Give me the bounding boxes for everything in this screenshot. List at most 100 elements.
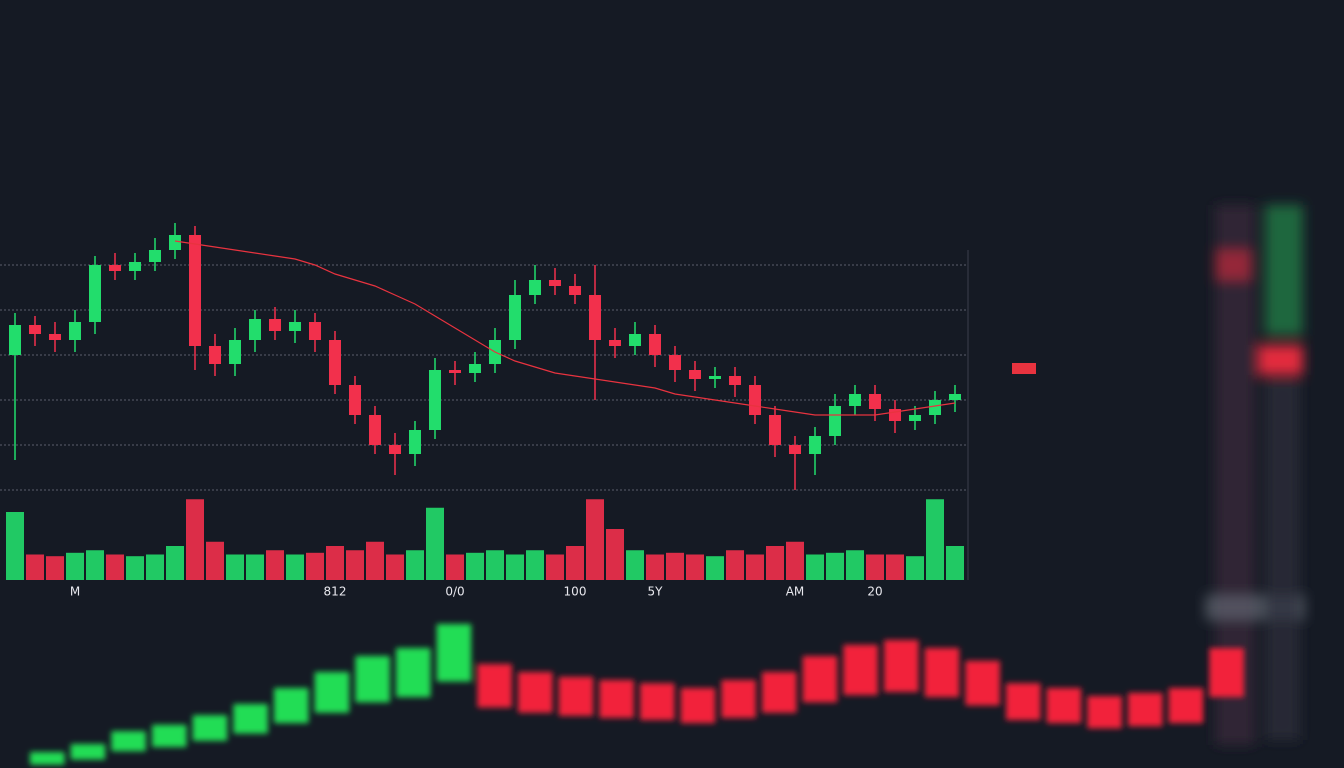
candle-body xyxy=(429,370,441,430)
volume-bar xyxy=(406,550,424,580)
bar xyxy=(965,660,1000,706)
bar xyxy=(233,704,268,734)
volume-bar xyxy=(86,550,104,580)
candle-body xyxy=(569,286,581,295)
volume-bar xyxy=(766,546,784,580)
bar xyxy=(518,672,553,713)
candle-body xyxy=(229,340,241,364)
x-tick-label: 812 xyxy=(324,585,347,599)
volume-bar xyxy=(346,550,364,580)
candle-body xyxy=(629,334,641,346)
candle-body xyxy=(29,325,41,334)
volume-bar xyxy=(586,499,604,580)
x-tick-label: 100 xyxy=(564,585,587,599)
bar xyxy=(884,640,919,692)
volume-bar xyxy=(746,554,764,580)
bar xyxy=(355,656,390,703)
candle-body xyxy=(689,370,701,379)
candle-body xyxy=(189,235,201,346)
volume-bar xyxy=(26,554,44,580)
volume-bar xyxy=(566,546,584,580)
x-tick-label: AM xyxy=(786,585,805,599)
order-book xyxy=(1205,205,1305,745)
lower-plot xyxy=(30,624,1244,765)
candle-body xyxy=(129,262,141,271)
candle-body xyxy=(289,322,301,331)
candle-body xyxy=(789,445,801,454)
candle-body xyxy=(769,415,781,445)
bar xyxy=(762,672,797,713)
main-plot: M 812 0/0 100 5Y AM 20 xyxy=(0,223,969,599)
candle-body xyxy=(909,415,921,421)
candle-body xyxy=(249,319,261,340)
x-tick-label: 20 xyxy=(867,585,882,599)
bar xyxy=(477,664,512,708)
volume-bar xyxy=(246,554,264,580)
candle-body xyxy=(49,334,61,340)
candle-body xyxy=(749,385,761,415)
volume-bar xyxy=(286,554,304,580)
volume-bar xyxy=(306,552,324,580)
volume-bar xyxy=(326,546,344,580)
volume-bar xyxy=(486,550,504,580)
candle-body xyxy=(69,322,81,340)
bar xyxy=(924,648,960,698)
bar xyxy=(1046,688,1082,724)
x-tick-label: 5Y xyxy=(648,585,664,599)
candle-body xyxy=(709,376,721,379)
volume-bar xyxy=(46,556,64,580)
volume-bar xyxy=(846,550,864,580)
candle-body xyxy=(609,340,621,346)
volume-bar xyxy=(386,554,404,580)
bar xyxy=(721,680,756,718)
candle-body xyxy=(869,394,881,409)
volume-bar xyxy=(66,552,84,580)
volume-bar xyxy=(906,556,924,580)
volume-bar xyxy=(546,554,564,580)
candle-body xyxy=(449,370,461,373)
candle-body xyxy=(649,334,661,355)
volume-bar xyxy=(106,554,124,580)
volume-bar xyxy=(886,554,904,580)
candle-body xyxy=(929,400,941,415)
volume-bar xyxy=(506,554,524,580)
candle-body xyxy=(349,385,361,415)
volume-bar xyxy=(726,550,744,580)
candle-body xyxy=(109,265,121,271)
volume-bar xyxy=(186,499,204,580)
candle-body xyxy=(169,235,181,250)
volume-bar xyxy=(226,554,244,580)
bar xyxy=(843,644,878,696)
candle-body xyxy=(549,280,561,286)
candle-body xyxy=(849,394,861,406)
moving-average-line xyxy=(174,240,956,416)
candle-body xyxy=(729,376,741,385)
bar xyxy=(680,688,716,724)
candle-body xyxy=(89,265,101,322)
bar xyxy=(192,715,228,741)
x-tick-label: 0/0 xyxy=(445,585,464,599)
candle-body xyxy=(309,322,321,340)
candle-body xyxy=(209,346,221,364)
volume-bar xyxy=(126,556,144,580)
candle-body xyxy=(529,280,541,295)
bar xyxy=(111,731,146,752)
volume-bar xyxy=(926,499,944,580)
volume-bar xyxy=(166,546,184,580)
candle-body xyxy=(389,445,401,454)
candle-body xyxy=(269,319,281,331)
volume-bar xyxy=(606,529,624,580)
volume-bar xyxy=(946,546,964,580)
volume-bar xyxy=(866,554,884,580)
volume-bar xyxy=(206,541,224,580)
bar xyxy=(802,656,838,703)
volume-bar xyxy=(626,550,644,580)
candle-body xyxy=(589,295,601,340)
volume-bar xyxy=(266,550,284,580)
volume-bar xyxy=(426,507,444,580)
candle-body xyxy=(369,415,381,445)
candle-body xyxy=(149,250,161,262)
bar xyxy=(396,648,431,698)
bar xyxy=(1087,696,1122,729)
